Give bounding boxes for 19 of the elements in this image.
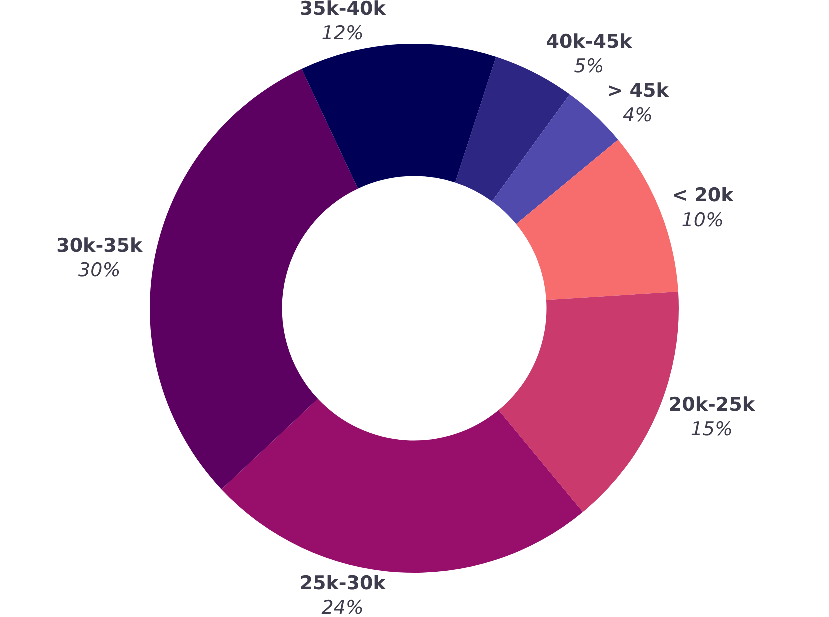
data-label: 30% <box>78 259 121 282</box>
data-label: 15% <box>690 418 734 441</box>
slice-label: 25k-30k <box>300 572 386 594</box>
donut-slice <box>492 94 618 224</box>
data-label: 10% <box>682 209 724 232</box>
slice-label: < 20k <box>672 184 734 207</box>
data-label: 5% <box>574 56 604 78</box>
donut-slice <box>302 44 496 189</box>
slice-label: 40k-45k <box>546 30 633 53</box>
data-label: 24% <box>322 597 364 617</box>
donut-slice <box>150 69 358 490</box>
slice-label: > 45k <box>607 80 670 102</box>
data-label: 4% <box>622 104 654 127</box>
donut-slice <box>222 399 584 572</box>
slice-label: 35k-40k <box>300 0 386 20</box>
slice-label: 30k-35k <box>56 234 144 257</box>
data-label: 12% <box>322 22 364 45</box>
slice-label: 20k-25k <box>668 394 756 416</box>
donut-slice <box>455 56 570 202</box>
